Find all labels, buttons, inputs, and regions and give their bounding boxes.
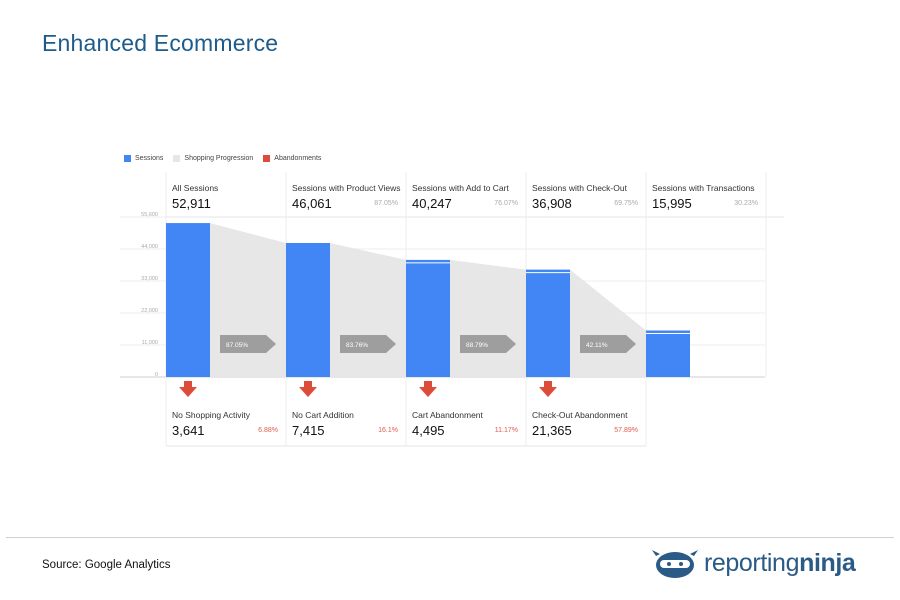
stage-header: All Sessions 52,911 bbox=[166, 177, 284, 217]
footer-divider bbox=[6, 537, 894, 538]
session-bar bbox=[646, 330, 690, 377]
stage-name: All Sessions bbox=[172, 183, 219, 193]
stage-value: 36,908 bbox=[532, 196, 572, 211]
abandonment-pct: 57.89% bbox=[614, 427, 638, 434]
stage-value: 15,995 bbox=[652, 196, 692, 211]
abandonment-box: No Shopping Activity 3,641 6.88% bbox=[166, 404, 284, 446]
stage-name: Sessions with Check-Out bbox=[532, 183, 627, 193]
abandonment-value: 7,415 bbox=[292, 423, 325, 438]
legend-sessions: Sessions bbox=[124, 155, 163, 162]
abandonment-arrow-icon bbox=[299, 381, 317, 397]
progression-pct-label: 87.05% bbox=[226, 342, 248, 349]
session-bar bbox=[526, 269, 570, 377]
y-tick-label: 33,000 bbox=[141, 276, 158, 282]
legend-swatch-abandonments bbox=[263, 155, 271, 162]
session-bar bbox=[166, 223, 210, 377]
legend-swatch-sessions bbox=[124, 155, 131, 162]
progression-arrow bbox=[220, 335, 276, 353]
abandonment-box: Cart Abandonment 4,495 11.17% bbox=[406, 404, 524, 446]
stage-name: Sessions with Product Views bbox=[292, 183, 401, 193]
session-bar bbox=[286, 243, 330, 377]
y-tick-label: 22,000 bbox=[141, 308, 158, 314]
progression-arrow bbox=[580, 335, 636, 353]
brand-wordmark: reportingninja bbox=[704, 548, 856, 578]
abandonment-arrow-icon bbox=[179, 381, 197, 397]
abandonment-name: Check-Out Abandonment bbox=[532, 410, 628, 420]
abandonment-name: No Shopping Activity bbox=[172, 410, 250, 420]
stage-header: Sessions with Check-Out 36,908 69.75% bbox=[526, 177, 644, 217]
abandonment-value: 3,641 bbox=[172, 423, 205, 438]
session-bar bbox=[406, 259, 450, 377]
stage-pct: 69.75% bbox=[614, 200, 638, 207]
stage-pct: 76.07% bbox=[494, 200, 518, 207]
progression-arrow bbox=[340, 335, 396, 353]
abandonment-name: No Cart Addition bbox=[292, 410, 354, 420]
progression-pct-label: 88.79% bbox=[466, 342, 488, 349]
page-title: Enhanced Ecommerce bbox=[42, 30, 279, 56]
stage-value: 40,247 bbox=[412, 196, 452, 211]
brand-part1: reporting bbox=[704, 548, 800, 577]
stage-header: Sessions with Transactions 15,995 30.23% bbox=[646, 177, 764, 217]
legend-abandonments: Abandonments bbox=[263, 155, 321, 162]
abandonment-name: Cart Abandonment bbox=[412, 410, 483, 420]
brand-part2: ninja bbox=[799, 548, 856, 577]
progression-arrow bbox=[460, 335, 516, 353]
stage-name: Sessions with Transactions bbox=[652, 183, 755, 193]
y-tick-label: 55,600 bbox=[141, 212, 158, 218]
legend-swatch-progression bbox=[173, 155, 181, 162]
y-tick-label: 0 bbox=[155, 372, 158, 378]
abandonment-pct: 16.1% bbox=[378, 427, 398, 434]
legend-progression: Shopping Progression bbox=[173, 155, 253, 162]
stage-value: 46,061 bbox=[292, 196, 332, 211]
abandonment-pct: 11.17% bbox=[494, 427, 518, 434]
progression-pct-label: 42.11% bbox=[586, 342, 608, 349]
stage-value: 52,911 bbox=[172, 196, 211, 211]
abandonment-arrow-icon bbox=[419, 381, 437, 397]
legend-label-progression: Shopping Progression bbox=[184, 155, 254, 162]
brand-logo: reportingninja bbox=[652, 546, 856, 580]
abandonment-arrow-icon bbox=[539, 381, 557, 397]
stage-header: Sessions with Product Views 46,061 87.05… bbox=[286, 177, 404, 217]
abandonment-box: No Cart Addition 7,415 16.1% bbox=[286, 404, 404, 446]
legend-label-abandonments: Abandonments bbox=[274, 155, 322, 162]
stage-header: Sessions with Add to Cart 40,247 76.07% bbox=[406, 177, 524, 217]
y-tick-label: 11,000 bbox=[142, 340, 158, 346]
abandonment-pct: 6.88% bbox=[258, 427, 278, 434]
y-tick-label: 44,000 bbox=[141, 244, 158, 250]
stage-name: Sessions with Add to Cart bbox=[412, 183, 509, 193]
stage-pct: 87.05% bbox=[374, 200, 398, 207]
legend-label-sessions: Sessions bbox=[135, 155, 164, 162]
abandonment-value: 21,365 bbox=[532, 423, 572, 438]
stage-pct: 30.23% bbox=[734, 200, 758, 207]
progression-pct-label: 83.76% bbox=[346, 342, 368, 349]
abandonment-value: 4,495 bbox=[412, 423, 445, 438]
ninja-mascot-icon bbox=[652, 550, 698, 578]
chart-legend: Sessions Shopping Progression Abandonmen… bbox=[124, 155, 321, 162]
abandonment-box: Check-Out Abandonment 21,365 57.89% bbox=[526, 404, 644, 446]
source-note: Source: Google Analytics bbox=[42, 559, 171, 571]
